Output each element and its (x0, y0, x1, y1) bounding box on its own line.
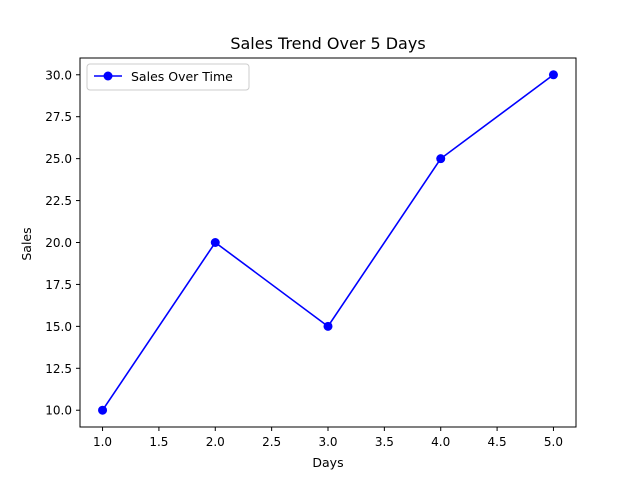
x-tick-label: 2.5 (262, 435, 281, 449)
data-point (323, 321, 333, 331)
x-tick-label: 4.5 (488, 435, 507, 449)
x-axis-label: Days (312, 455, 343, 470)
data-point (548, 70, 558, 80)
legend-box (86, 63, 250, 91)
x-tick-label: 2.0 (206, 435, 225, 449)
y-tick-label: 22.5 (45, 194, 72, 208)
y-tick-label: 15.0 (45, 320, 72, 334)
y-tick-label: 25.0 (45, 152, 72, 166)
chart-title: Sales Trend Over 5 Days (230, 34, 425, 53)
y-tick-label: 20.0 (45, 236, 72, 250)
y-tick-label: 12.5 (45, 362, 72, 376)
y-tick-label: 10.0 (45, 404, 72, 418)
legend-marker (103, 71, 113, 81)
plot-area (98, 70, 558, 415)
x-tick-label: 1.0 (93, 435, 112, 449)
y-tick-label: 30.0 (45, 68, 72, 82)
y-tick-label: 17.5 (45, 278, 72, 292)
x-tick-label: 3.5 (375, 435, 394, 449)
x-tick-label: 3.0 (318, 435, 337, 449)
legend: Sales Over Time (86, 63, 250, 91)
x-tick-label: 4.0 (431, 435, 450, 449)
legend-label: Sales Over Time (131, 69, 233, 84)
axes: 1.0 1.5 2.0 2.5 3.0 3.5 4.0 4.5 5.0 10.0 12.5 15.0 1… (45, 57, 577, 449)
x-tick-label: 1.5 (149, 435, 168, 449)
y-axis-label: Sales (19, 227, 34, 260)
data-point (98, 405, 108, 415)
data-point (210, 238, 220, 247)
data-point (436, 154, 446, 164)
x-tick-label: 5.0 (544, 435, 563, 449)
y-tick-label: 27.5 (45, 110, 72, 124)
